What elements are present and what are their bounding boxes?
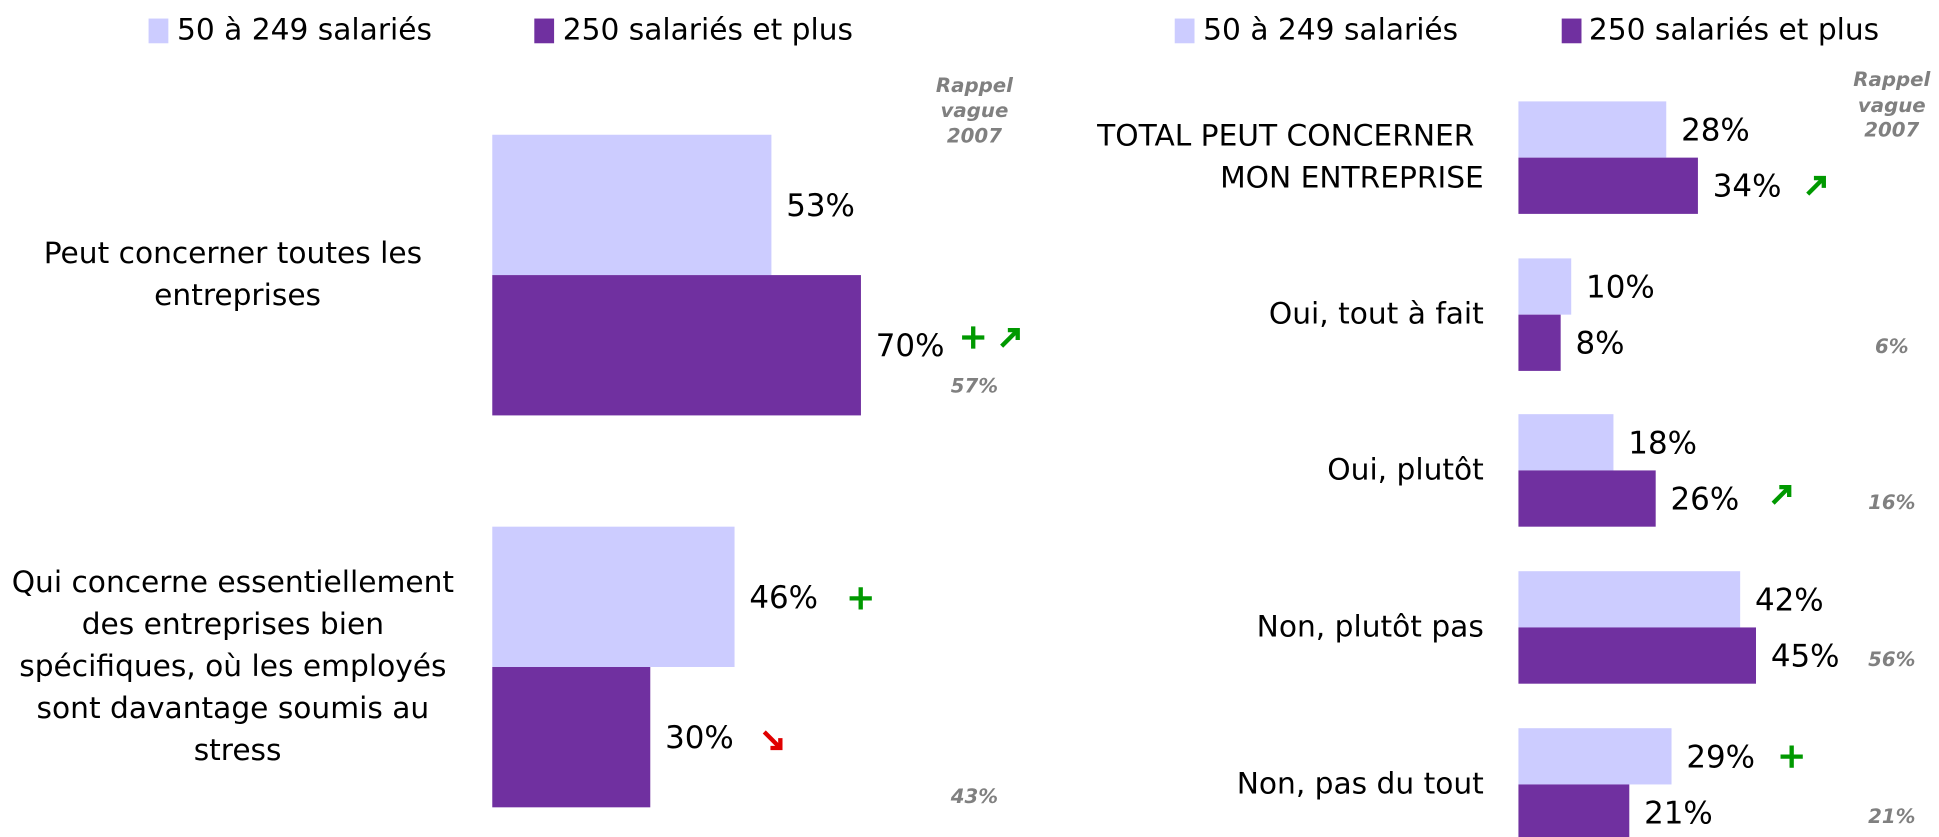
bar [1518, 414, 1614, 471]
rappel-title: 2007 [947, 125, 1002, 148]
down-arrow-icon [762, 730, 783, 751]
legend-swatch [148, 18, 169, 44]
bar [492, 275, 861, 416]
legend-label: 50 à 249 salariés [177, 11, 432, 46]
bar [492, 134, 772, 276]
legend-label: 250 salariés et plus [1589, 11, 1879, 46]
bar [1518, 470, 1656, 527]
legend-swatch [534, 18, 555, 44]
value-label: 34% [1713, 169, 1782, 205]
bar [1518, 314, 1561, 371]
trend-icons [762, 175, 1826, 768]
bar [1518, 784, 1630, 837]
legend-swatch [1174, 18, 1195, 44]
legend-label: 50 à 249 salariés [1203, 11, 1458, 46]
rappel-value: 57% [951, 374, 998, 397]
rappel-title: 2007 [1864, 119, 1919, 142]
up-arrow-icon [1806, 175, 1826, 196]
value-label: 46% [749, 580, 818, 616]
legend-swatch [1561, 18, 1582, 44]
category-label: Peut concerner toutes les entreprises [44, 235, 432, 312]
value-label: 26% [1671, 482, 1740, 518]
rappel-value: 43% [950, 785, 998, 808]
value-label: 29% [1686, 739, 1755, 775]
value-label: 30% [665, 720, 734, 756]
value-label: 18% [1628, 425, 1697, 461]
rappel-title: vague [941, 99, 1009, 122]
bar [1518, 571, 1741, 628]
rappel-title: Rappel [1853, 68, 1930, 91]
rappel-title: Rappel [936, 74, 1013, 97]
value-label: 21% [1644, 796, 1713, 832]
value-label: 53% [786, 188, 855, 224]
value-label: 10% [1586, 269, 1655, 305]
category-label: Oui, plutôt [1327, 451, 1483, 486]
rappel-value: 6% [1875, 335, 1909, 358]
category-label: Non, pas du tout [1237, 765, 1484, 800]
bar [1518, 728, 1672, 785]
rappel-value: 56% [1868, 648, 1915, 671]
value-label: 42% [1755, 582, 1824, 618]
up-arrow-icon [1771, 484, 1792, 505]
value-label: 8% [1576, 326, 1625, 362]
bar [1518, 101, 1667, 158]
bar [492, 667, 651, 808]
category-label: Non, plutôt pas [1257, 608, 1484, 643]
value-label: 28% [1681, 112, 1750, 148]
category-label: Oui, tout à fait [1269, 295, 1484, 330]
bar [1518, 157, 1698, 214]
bar [1518, 258, 1572, 315]
up-arrow-icon [1000, 327, 1020, 348]
plus-icon [962, 326, 985, 349]
bar [492, 526, 735, 668]
plus-icon [1780, 745, 1803, 768]
value-label: 70% [876, 328, 945, 364]
rappel-title: vague [1858, 94, 1926, 117]
category-label: Qui concerne essentiellement des entrepr… [12, 563, 464, 766]
rappel-value: 16% [1868, 491, 1915, 514]
value-label: 45% [1771, 639, 1840, 675]
legend-label: 250 salariés et plus [563, 11, 853, 46]
plus-icon [849, 587, 872, 610]
category-label: TOTAL PEUT CONCERNER MON ENTREPRISE [1096, 117, 1484, 194]
rappel-value: 21% [1868, 805, 1915, 828]
bar [1518, 627, 1756, 684]
